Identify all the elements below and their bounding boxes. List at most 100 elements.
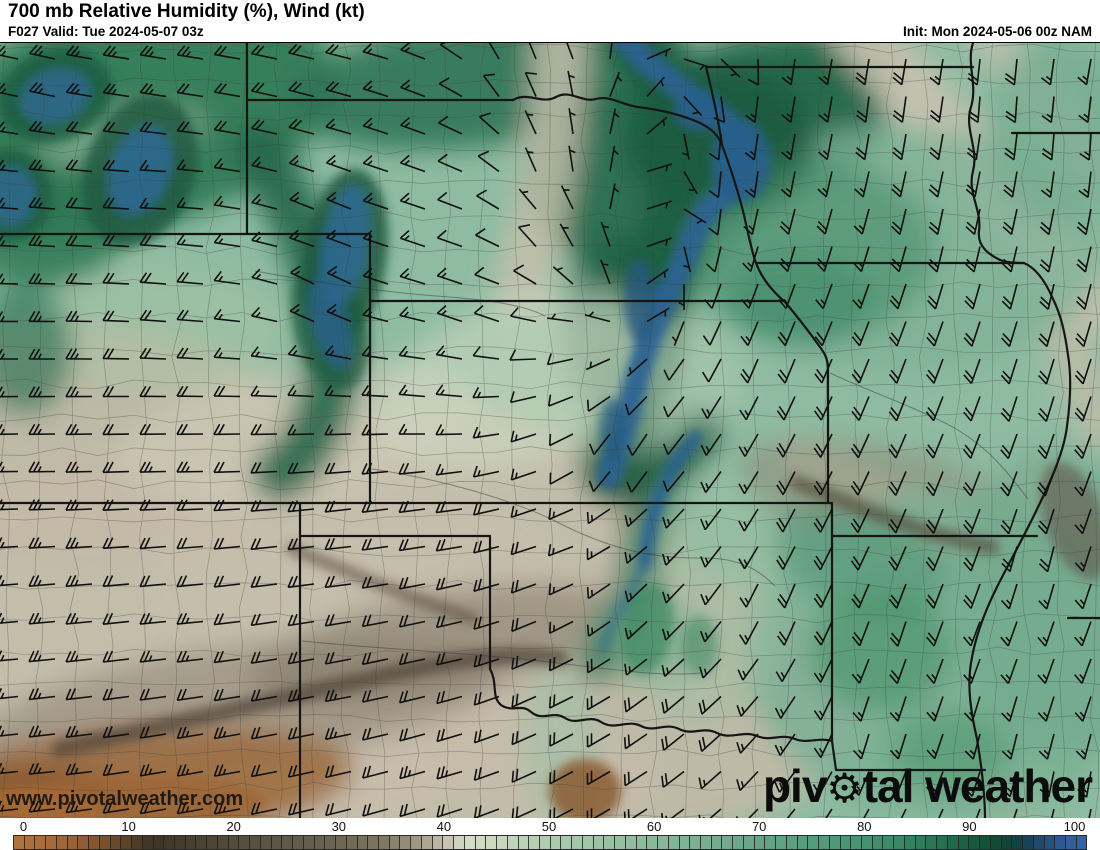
colorbar-cell <box>776 836 787 849</box>
colorbar-cell <box>110 836 122 849</box>
colorbar-cell <box>969 836 981 849</box>
colorbar-cell <box>475 836 487 849</box>
colorbar-cell <box>35 836 47 849</box>
watermark-url: www.pivotalweather.com <box>6 788 244 810</box>
colorbar-cell <box>711 836 723 849</box>
colorbar-cell <box>24 836 36 849</box>
colorbar-tick-label: 10 <box>121 819 136 834</box>
colorbar-cell <box>497 836 508 849</box>
colorbar-cell <box>786 836 798 849</box>
colorbar-cell <box>958 836 970 849</box>
colorbar-cell <box>851 836 863 849</box>
colorbar-cell <box>701 836 712 849</box>
colorbar-cell <box>378 836 390 849</box>
colorbar-cell <box>904 836 916 849</box>
colorbar-cell <box>582 836 594 849</box>
colorbar-cell <box>765 836 777 849</box>
colorbar-cell <box>894 836 905 849</box>
colorbar-cell <box>529 836 540 849</box>
colorbar-cell <box>754 836 766 849</box>
colorbar-cell <box>819 836 830 849</box>
colorbar-cell <box>464 836 476 849</box>
colorbar-tick-label: 30 <box>331 819 347 834</box>
colorbar-cell <box>980 836 991 849</box>
colorbar-cell <box>1076 836 1087 849</box>
colorbar-cell <box>217 836 229 849</box>
colorbar-cell <box>142 836 154 849</box>
colorbar-cell <box>947 836 959 849</box>
colorbar-cell <box>722 836 734 849</box>
colorbar-cell <box>733 836 744 849</box>
colorbar-cell <box>647 836 659 849</box>
colorbar-tick-label: 90 <box>962 819 977 834</box>
colorbar-tick-label: 80 <box>857 819 872 834</box>
relative-humidity-map <box>0 43 1100 819</box>
model-init-label: Init: Mon 2024-05-06 00z NAM <box>902 24 1092 39</box>
colorbar-cell <box>239 836 251 849</box>
colorbar-cell <box>1044 836 1056 849</box>
colorbar-cell <box>658 836 669 849</box>
colorbar-cell <box>314 836 326 849</box>
colorbar-cell <box>1033 836 1045 849</box>
colorbar-tick-labels: 0 10 20 30 40 50 60 70 80 90 100 <box>0 819 1100 834</box>
colorbar-cell <box>454 836 465 849</box>
colorbar-cell <box>368 836 379 849</box>
colorbar-cell <box>883 836 895 849</box>
colorbar-cell <box>507 836 519 849</box>
forecast-valid-label: F027 Valid: Tue 2024-05-07 03z <box>8 24 204 39</box>
colorbar-cell <box>46 836 57 849</box>
colorbar-cell <box>164 836 176 849</box>
colorbar: 0 10 20 30 40 50 60 70 80 90 100 <box>0 818 1100 850</box>
colorbar-tick-label: 100 <box>1063 819 1086 834</box>
colorbar-cell <box>89 836 100 849</box>
colorbar-tick-label: 20 <box>226 819 241 834</box>
colorbar-cell <box>808 836 820 849</box>
colorbar-cell <box>260 836 272 849</box>
colorbar-cell <box>56 836 68 849</box>
colorbar-cell <box>196 836 208 849</box>
colorbar-cell <box>862 836 873 849</box>
colorbar-cell <box>636 836 648 849</box>
colorbar-cell <box>1023 836 1034 849</box>
logo-text-post: tal weather <box>862 760 1093 812</box>
colorbar-cell <box>593 836 605 849</box>
colorbar-tick-label: 0 <box>19 819 28 834</box>
colorbar-cell <box>668 836 680 849</box>
colorbar-cell <box>990 836 1002 849</box>
colorbar-cell <box>625 836 637 849</box>
colorbar-cell <box>915 836 927 849</box>
colorbar-cell <box>937 836 948 849</box>
colorbar-cell <box>121 836 133 849</box>
colorbar-cell <box>615 836 626 849</box>
colorbar-cell <box>797 836 809 849</box>
colorbar-cell <box>840 836 852 849</box>
colorbar-cell <box>185 836 197 849</box>
colorbar-tick-label: 50 <box>541 819 557 834</box>
colorbar-cell <box>336 836 347 849</box>
colorbar-cell <box>303 836 315 849</box>
colorbar-cell <box>743 836 755 849</box>
colorbar-cell <box>926 836 938 849</box>
map-canvas[interactable]: www.pivotalweather.com piv⚙tal weather <box>0 42 1100 819</box>
colorbar-cell <box>561 836 573 849</box>
colorbar-cell <box>443 836 455 849</box>
gear-icon: ⚙ <box>826 765 863 811</box>
colorbar-cell <box>282 836 294 849</box>
colorbar-cell <box>99 836 111 849</box>
colorbar-cell <box>14 836 25 849</box>
colorbar-cell <box>325 836 337 849</box>
colorbar-cell <box>539 836 551 849</box>
colorbar-cell <box>346 836 358 849</box>
colorbar-cell <box>132 836 143 849</box>
colorbar-cell <box>1065 836 1077 849</box>
colorbar-cell <box>604 836 616 849</box>
colorbar-cell <box>228 836 240 849</box>
colorbar-cell <box>78 836 90 849</box>
colorbar-cell <box>175 836 186 849</box>
colorbar-cell <box>389 836 401 849</box>
colorbar-cell <box>550 836 562 849</box>
colorbar-cell <box>411 836 422 849</box>
colorbar-cell <box>872 836 884 849</box>
colorbar-tick-label: 70 <box>751 819 767 834</box>
colorbar-tick-label: 60 <box>646 819 662 834</box>
